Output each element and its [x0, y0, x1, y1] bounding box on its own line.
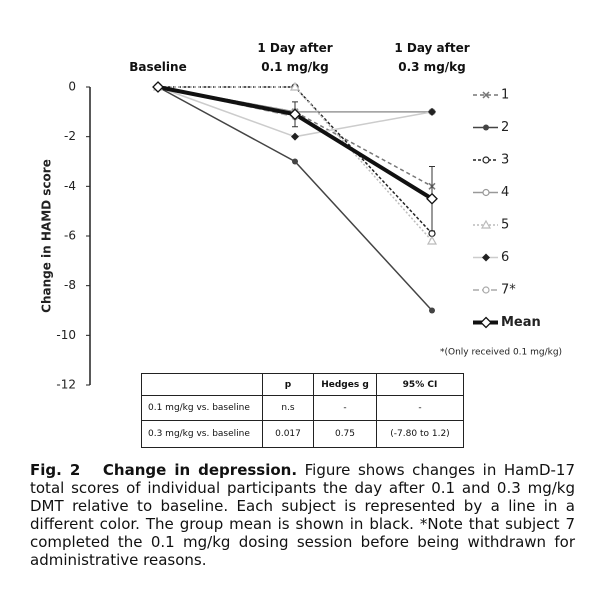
x-category-label: 1 Day after 0.3 mg/kg	[394, 41, 470, 74]
legend-label: 4	[501, 185, 509, 200]
caption-text: Figure shows changes in HamD-17 total sc…	[30, 461, 576, 569]
table-cell: -	[376, 395, 464, 421]
chart: Change in HAMD score *(Only received 0.1…	[40, 80, 563, 392]
table-header	[141, 373, 263, 396]
marker	[292, 158, 298, 165]
legend-label: 7*	[501, 283, 516, 298]
legend-label: 5	[501, 218, 509, 233]
table-cell: (-7.80 to 1.2)	[376, 420, 464, 448]
marker	[429, 307, 435, 314]
caption-title: Change in depression.	[102, 461, 298, 479]
table-cell: n.s	[262, 395, 314, 421]
legend-label: Mean	[501, 315, 541, 330]
marker	[426, 192, 438, 205]
table-header: 95% CI	[376, 373, 464, 396]
x-category-label: Baseline	[129, 60, 187, 74]
note: *(Only received 0.1 mg/kg)	[440, 348, 562, 358]
marker	[291, 132, 299, 141]
x-category-label: 1 Day after 0.1 mg/kg	[257, 41, 333, 74]
y-tick-label: -8	[64, 278, 76, 292]
marker	[426, 235, 438, 245]
legend-label: 1	[501, 88, 509, 103]
marker	[480, 219, 492, 229]
y-axis-label: Change in HAMD score	[40, 159, 54, 313]
legend-label: 3	[501, 153, 509, 168]
y-tick-label: -4	[64, 179, 76, 193]
marker	[428, 107, 436, 116]
y-tick-label: -2	[64, 129, 76, 143]
legend-label: 2	[501, 120, 509, 135]
table-cell: 0.1 mg/kg vs. baseline	[141, 395, 263, 421]
legend-label: 6	[501, 250, 509, 265]
caption-label: Fig. 2	[30, 461, 81, 479]
table-cell: 0.3 mg/kg vs. baseline	[141, 420, 263, 448]
stats-table: p Hedges g 95% CI 0.1 mg/kg vs. baseline n.…	[141, 373, 464, 448]
marker	[289, 81, 301, 91]
marker	[482, 156, 490, 164]
table-cell: 0.017	[262, 420, 314, 448]
marker	[289, 108, 301, 121]
table-header: p	[262, 373, 314, 396]
marker	[480, 316, 492, 329]
marker	[152, 81, 164, 93]
marker	[482, 91, 490, 99]
y-tick-label: -12	[56, 378, 76, 392]
table-cell: 0.75	[313, 420, 377, 448]
y-tick-label: -6	[64, 229, 76, 243]
caption: Fig. 2 Change in depression. Figure show…	[30, 461, 575, 569]
y-tick-label: -10	[56, 328, 76, 342]
table-header: Hedges g	[313, 373, 377, 396]
marker	[482, 188, 490, 197]
marker	[482, 253, 490, 262]
marker	[483, 124, 489, 131]
marker	[482, 286, 490, 294]
y-tick-label: 0	[68, 80, 76, 94]
table-cell: -	[313, 395, 377, 421]
